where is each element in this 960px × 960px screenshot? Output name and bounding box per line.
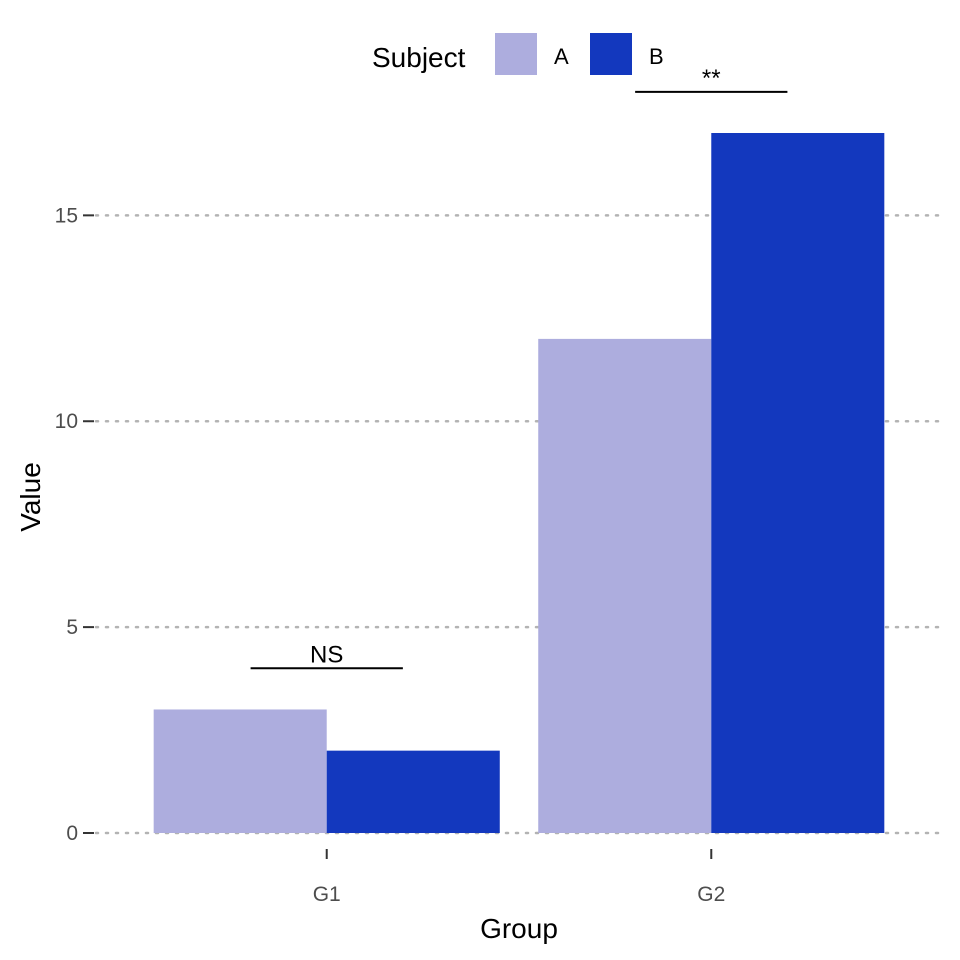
y-tick-label: 10 bbox=[55, 410, 78, 433]
bar-g2-b bbox=[711, 133, 885, 833]
x-tick-label: G1 bbox=[313, 883, 341, 906]
legend-key-b bbox=[590, 33, 632, 75]
y-axis-title: Value bbox=[15, 462, 46, 532]
x-tick-label: G2 bbox=[697, 883, 725, 906]
y-tick-label: 15 bbox=[55, 204, 78, 227]
x-axis-title: Group bbox=[480, 913, 558, 944]
y-axis: 0 5 10 15 bbox=[55, 204, 94, 845]
bars bbox=[153, 133, 885, 833]
y-tick-label: 0 bbox=[66, 822, 78, 845]
significance-label: ** bbox=[702, 65, 721, 92]
bar-g1-a bbox=[153, 709, 327, 833]
y-tick-label: 5 bbox=[66, 616, 78, 639]
significance-label: NS bbox=[310, 641, 343, 668]
significance-annotations: NS ** bbox=[250, 65, 788, 670]
legend-key-a bbox=[495, 33, 537, 75]
legend-label-a: A bbox=[554, 44, 569, 69]
bar-g2-a bbox=[538, 338, 712, 833]
legend: Subject A B bbox=[372, 33, 664, 75]
legend-label-b: B bbox=[649, 44, 664, 69]
bar-g1-b bbox=[326, 750, 500, 833]
legend-title: Subject bbox=[372, 42, 466, 73]
x-axis: G1 G2 bbox=[313, 849, 725, 906]
